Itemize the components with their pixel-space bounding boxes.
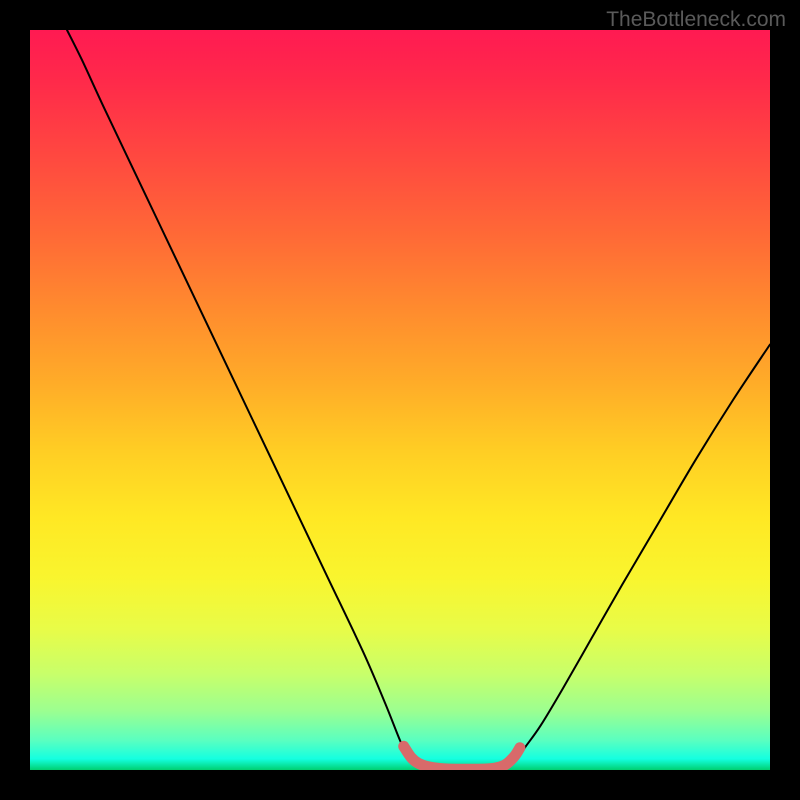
plot-curves bbox=[30, 30, 770, 770]
watermark-text: TheBottleneck.com bbox=[606, 8, 786, 32]
valley-highlight-curve bbox=[404, 746, 520, 769]
plot-area bbox=[30, 30, 770, 770]
bottleneck-curve bbox=[67, 30, 770, 770]
